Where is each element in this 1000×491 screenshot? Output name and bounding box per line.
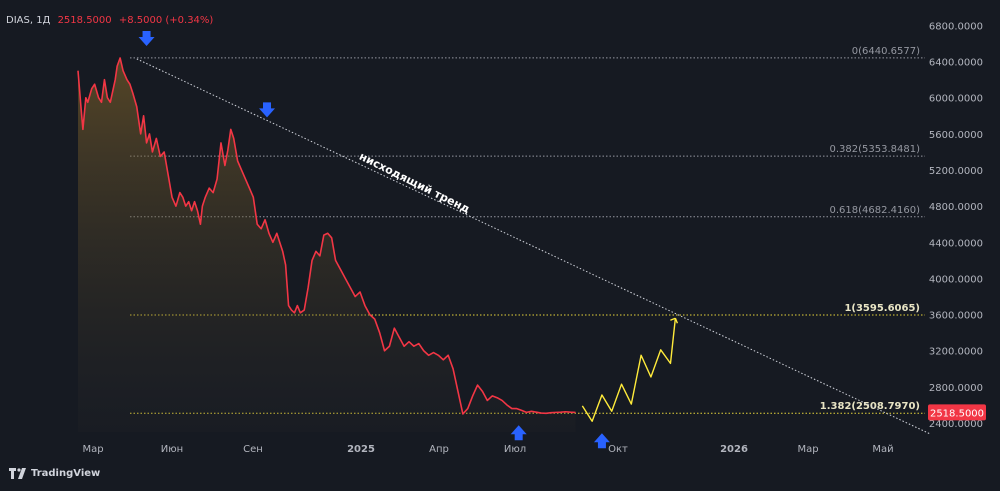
x-tick-label: Июл — [504, 444, 526, 455]
last-price-badge-text: 2518.5000 — [930, 408, 984, 419]
projection-line — [581, 318, 677, 422]
symbol-label[interactable]: DIAS, 1Д — [6, 15, 51, 26]
x-tick-label: Мар — [82, 444, 103, 455]
x-tick-label: Май — [872, 444, 893, 455]
last-price-badge — [928, 404, 986, 421]
brand-name: TradingView — [31, 468, 101, 479]
x-tick-label: Июн — [161, 444, 183, 455]
y-tick-label: 6800.0000 — [929, 21, 983, 32]
y-tick-label: 6400.0000 — [929, 58, 983, 69]
y-tick-label: 4000.0000 — [929, 274, 983, 285]
y-tick-label: 4400.0000 — [929, 238, 983, 249]
last-price: 2518.5000 — [57, 15, 112, 26]
tradingview-brand[interactable]: TradingView — [9, 468, 100, 479]
fib-level-0618-label: 0.618(4682.4160) — [829, 205, 920, 216]
arrow-up-1-icon — [510, 425, 527, 441]
y-tick-label: 2800.0000 — [929, 383, 983, 394]
fib-level-0-label: 0(6440.6577) — [852, 46, 920, 57]
x-tick-label: Сен — [243, 444, 263, 455]
symbol-header: DIAS, 1Д 2518.5000 +8.5000 (+0.34%) — [6, 15, 217, 26]
projection-arrowhead — [670, 317, 679, 324]
x-tick-label: Мар — [797, 444, 818, 455]
fib-level-1-label: 1(3595.6065) — [844, 303, 920, 314]
arrow-down-2-icon — [259, 102, 276, 118]
x-tick-label: Окт — [608, 444, 628, 455]
y-tick-label: 5600.0000 — [929, 130, 983, 141]
y-tick-label: 2400.0000 — [929, 419, 983, 430]
arrow-down-1-icon — [138, 30, 155, 46]
price-change: +8.5000 (+0.34%) — [118, 15, 214, 26]
y-tick-label: 5200.0000 — [929, 166, 983, 177]
fib-level-1382-label: 1.382(2508.7970) — [820, 401, 920, 412]
arrow-up-2-icon — [593, 433, 610, 449]
y-tick-label: 3600.0000 — [929, 311, 983, 322]
x-tick-label: Апр — [429, 444, 449, 455]
y-tick-label: 6000.0000 — [929, 94, 983, 105]
price-line — [77, 57, 576, 415]
trend-label: нисходящий тренд — [357, 150, 472, 216]
y-tick-label: 4800.0000 — [929, 202, 983, 213]
trend-line — [136, 58, 931, 435]
fib-level-0382-label: 0.382(5353.8481) — [829, 144, 920, 155]
price-area — [78, 57, 576, 433]
tradingview-logo-icon — [9, 468, 26, 479]
x-tick-label: 2026 — [720, 444, 748, 455]
y-tick-label: 3200.0000 — [929, 347, 983, 358]
x-tick-label: 2025 — [347, 444, 375, 455]
